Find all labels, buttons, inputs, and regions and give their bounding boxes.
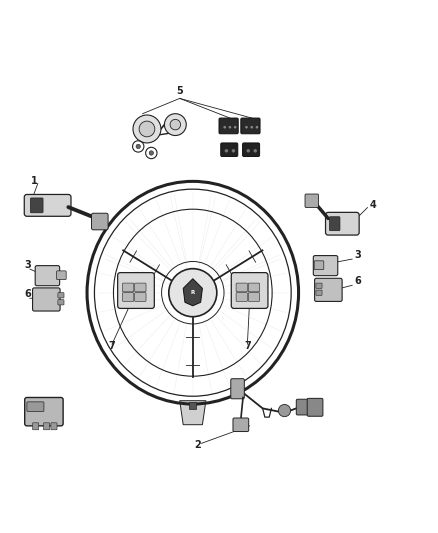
- Circle shape: [136, 144, 141, 149]
- Circle shape: [234, 126, 237, 128]
- FancyBboxPatch shape: [24, 195, 71, 216]
- FancyBboxPatch shape: [134, 293, 146, 302]
- Polygon shape: [180, 401, 206, 425]
- Circle shape: [133, 115, 161, 143]
- FancyBboxPatch shape: [123, 283, 134, 292]
- Circle shape: [254, 149, 257, 152]
- FancyBboxPatch shape: [325, 212, 359, 235]
- Text: 7: 7: [109, 342, 115, 351]
- FancyBboxPatch shape: [123, 293, 134, 302]
- Circle shape: [245, 126, 248, 128]
- Polygon shape: [183, 279, 202, 306]
- FancyBboxPatch shape: [307, 398, 323, 416]
- Text: 7: 7: [244, 342, 251, 351]
- Text: 6: 6: [354, 276, 361, 286]
- Circle shape: [279, 405, 290, 417]
- FancyBboxPatch shape: [248, 283, 260, 292]
- FancyBboxPatch shape: [219, 118, 238, 134]
- Text: 5: 5: [177, 86, 183, 96]
- FancyBboxPatch shape: [236, 283, 247, 292]
- FancyBboxPatch shape: [231, 272, 268, 309]
- FancyBboxPatch shape: [58, 293, 64, 298]
- FancyBboxPatch shape: [32, 423, 39, 430]
- Circle shape: [225, 149, 228, 152]
- FancyBboxPatch shape: [25, 398, 63, 426]
- Circle shape: [169, 269, 217, 317]
- Text: 8: 8: [25, 416, 32, 426]
- Text: R: R: [191, 290, 195, 295]
- FancyBboxPatch shape: [231, 379, 244, 399]
- FancyBboxPatch shape: [30, 198, 43, 213]
- Circle shape: [223, 126, 226, 128]
- FancyBboxPatch shape: [57, 271, 66, 280]
- Text: 3: 3: [354, 250, 361, 260]
- FancyBboxPatch shape: [241, 118, 260, 134]
- FancyBboxPatch shape: [236, 293, 247, 302]
- FancyBboxPatch shape: [189, 401, 196, 409]
- FancyBboxPatch shape: [316, 283, 322, 288]
- Circle shape: [170, 119, 180, 130]
- FancyBboxPatch shape: [134, 283, 146, 292]
- Circle shape: [229, 126, 231, 128]
- FancyBboxPatch shape: [296, 399, 315, 415]
- Text: 2: 2: [194, 440, 201, 450]
- FancyBboxPatch shape: [233, 418, 249, 432]
- Circle shape: [164, 114, 186, 135]
- FancyBboxPatch shape: [221, 143, 238, 157]
- Circle shape: [256, 126, 258, 128]
- FancyBboxPatch shape: [305, 194, 318, 207]
- Circle shape: [251, 126, 253, 128]
- FancyBboxPatch shape: [118, 272, 154, 309]
- Text: 4: 4: [370, 200, 376, 211]
- FancyBboxPatch shape: [51, 423, 57, 430]
- FancyBboxPatch shape: [316, 290, 322, 295]
- FancyBboxPatch shape: [35, 265, 60, 286]
- FancyBboxPatch shape: [248, 293, 260, 302]
- Circle shape: [232, 149, 235, 152]
- Text: 6: 6: [25, 289, 32, 299]
- FancyBboxPatch shape: [27, 402, 44, 411]
- FancyBboxPatch shape: [314, 278, 342, 302]
- Circle shape: [149, 151, 153, 155]
- FancyBboxPatch shape: [43, 423, 49, 430]
- FancyBboxPatch shape: [314, 261, 324, 270]
- FancyBboxPatch shape: [243, 143, 260, 157]
- FancyBboxPatch shape: [313, 256, 338, 276]
- Circle shape: [139, 121, 155, 137]
- FancyBboxPatch shape: [329, 217, 340, 231]
- Text: 1: 1: [31, 176, 38, 187]
- Text: 3: 3: [25, 260, 32, 270]
- FancyBboxPatch shape: [32, 288, 60, 311]
- FancyBboxPatch shape: [58, 300, 64, 305]
- FancyBboxPatch shape: [92, 213, 108, 230]
- Circle shape: [247, 149, 250, 152]
